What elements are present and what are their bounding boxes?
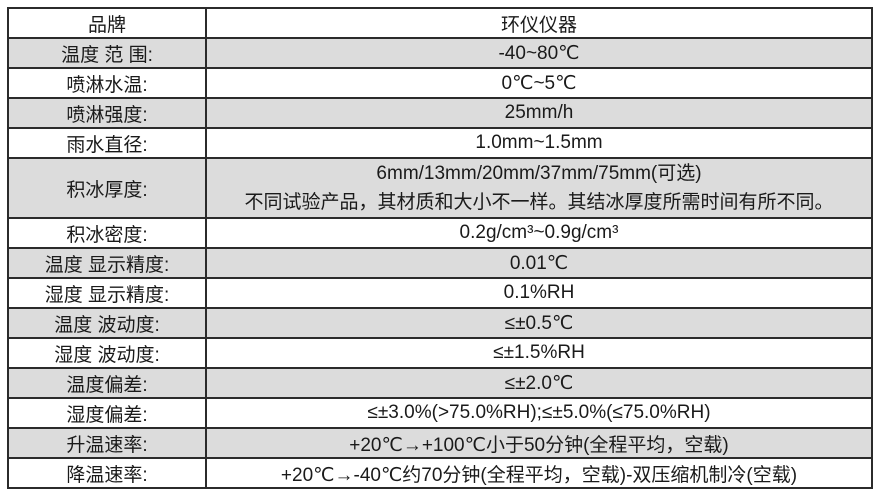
spec-value-cell: ≤±3.0%(>75.0%RH);≤±5.0%(≤75.0%RH): [205, 397, 873, 429]
spec-label-cell: 喷淋水温:: [7, 67, 207, 99]
table-row: 湿度 显示精度: 0.1%RH: [7, 277, 873, 309]
spec-label-cell: 积冰厚度:: [7, 157, 207, 219]
spec-value-cell: 1.0mm~1.5mm: [205, 127, 873, 159]
brand-header-cell: 品牌: [7, 7, 207, 39]
spec-label-cell: 温度偏差:: [7, 367, 207, 399]
brand-value-cell: 环仪仪器: [205, 7, 873, 39]
table-row: 积冰厚度: 6mm/13mm/20mm/37mm/75mm(可选) 不同试验产品，其…: [7, 157, 873, 219]
table-row: 温度 范 围: -40~80℃: [7, 37, 873, 69]
spec-value-cell: 0.1%RH: [205, 277, 873, 309]
spec-label-cell: 温度 范 围:: [7, 37, 207, 69]
spec-label-cell: 雨水直径:: [7, 127, 207, 159]
table-row: 湿度偏差: ≤±3.0%(>75.0%RH);≤±5.0%(≤75.0%RH): [7, 397, 873, 429]
table-row: 温度 显示精度: 0.01℃: [7, 247, 873, 279]
spec-table-body: 品牌 环仪仪器 温度 范 围: -40~80℃ 喷淋水温: 0℃~5℃ 喷淋强度: 25m…: [7, 7, 873, 489]
table-row: 温度 波动度: ≤±0.5℃: [7, 307, 873, 339]
spec-label-cell: 温度 显示精度:: [7, 247, 207, 279]
spec-value-cell: -40~80℃: [205, 37, 873, 69]
spec-value-cell: 25mm/h: [205, 97, 873, 129]
table-row: 湿度 波动度: ≤±1.5%RH: [7, 337, 873, 369]
spec-value-line1: 6mm/13mm/20mm/37mm/75mm(可选): [376, 163, 702, 184]
spec-value-cell: +20℃→+100℃小于50分钟(全程平均，空载): [205, 427, 873, 459]
table-header-row: 品牌 环仪仪器: [7, 7, 873, 39]
spec-label-cell: 升温速率:: [7, 427, 207, 459]
table-row: 雨水直径: 1.0mm~1.5mm: [7, 127, 873, 159]
spec-value-cell: 0.01℃: [205, 247, 873, 279]
spec-value-cell: +20℃→-40℃约70分钟(全程平均，空载)-双压缩机制冷(空载): [205, 457, 873, 489]
spec-value-cell: 0.2g/cm³~0.9g/cm³: [205, 217, 873, 249]
spec-label-cell: 湿度偏差:: [7, 397, 207, 429]
spec-label-cell: 喷淋强度:: [7, 97, 207, 129]
spec-label-cell: 湿度 波动度:: [7, 337, 207, 369]
spec-value-cell: 0℃~5℃: [205, 67, 873, 99]
spec-value-cell: ≤±1.5%RH: [205, 337, 873, 369]
spec-label-cell: 降温速率:: [7, 457, 207, 489]
table-row: 温度偏差: ≤±2.0℃: [7, 367, 873, 399]
table-row: 升温速率: +20℃→+100℃小于50分钟(全程平均，空载): [7, 427, 873, 459]
spec-table: 品牌 环仪仪器 温度 范 围: -40~80℃ 喷淋水温: 0℃~5℃ 喷淋强度: 25m…: [7, 7, 873, 489]
spec-value-line2: 不同试验产品，其材质和大小不一样。其结冰厚度所需时间有所不同。: [244, 192, 834, 213]
spec-value-cell: ≤±2.0℃: [205, 367, 873, 399]
spec-value-cell: ≤±0.5℃: [205, 307, 873, 339]
spec-value-cell: 6mm/13mm/20mm/37mm/75mm(可选) 不同试验产品，其材质和大小…: [205, 157, 873, 219]
table-row: 喷淋强度: 25mm/h: [7, 97, 873, 129]
table-row: 喷淋水温: 0℃~5℃: [7, 67, 873, 99]
table-row: 降温速率: +20℃→-40℃约70分钟(全程平均，空载)-双压缩机制冷(空载): [7, 457, 873, 489]
spec-label-cell: 积冰密度:: [7, 217, 207, 249]
spec-label-cell: 湿度 显示精度:: [7, 277, 207, 309]
spec-label-cell: 温度 波动度:: [7, 307, 207, 339]
table-row: 积冰密度: 0.2g/cm³~0.9g/cm³: [7, 217, 873, 249]
